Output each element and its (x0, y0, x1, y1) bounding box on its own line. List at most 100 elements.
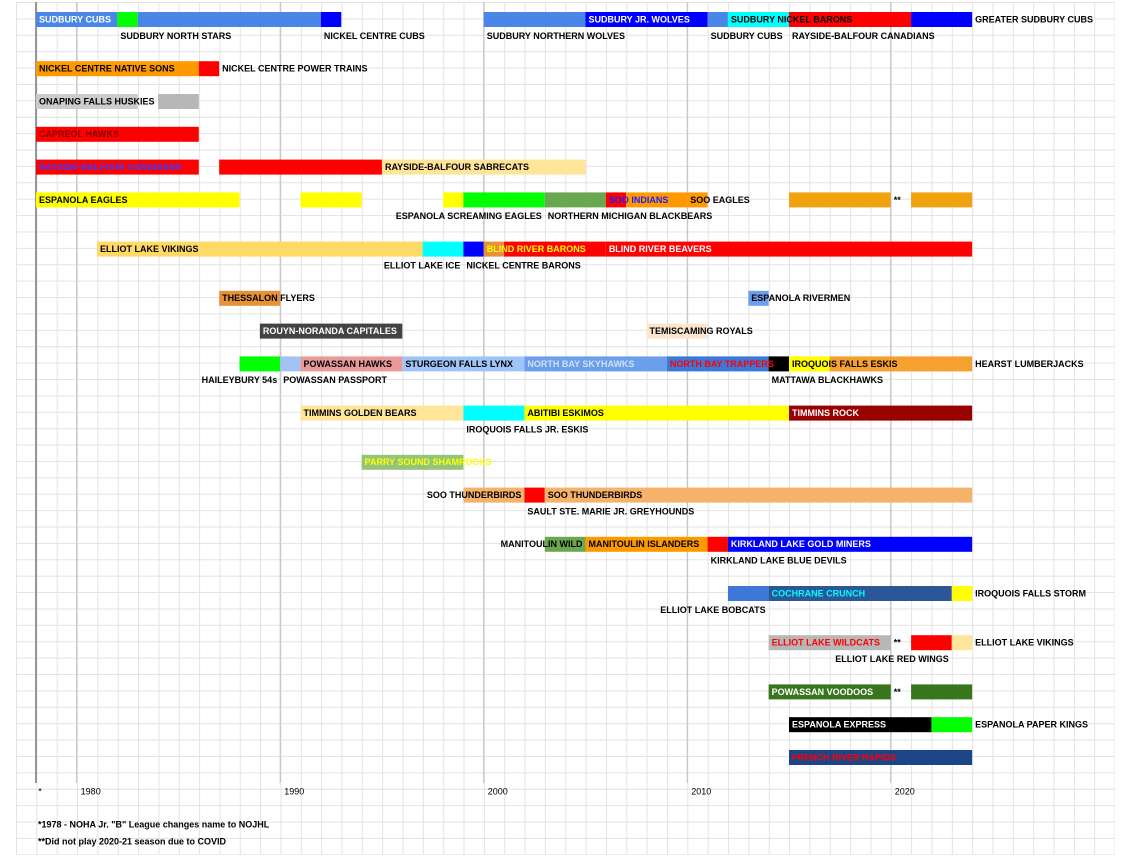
team-bar (788, 750, 973, 765)
team-label: RAYSIDE-BALFOUR SABRECATS (385, 162, 529, 172)
team-label: NICKEL CENTRE BARONS (466, 260, 580, 270)
team-label: NORTH BAY SKYHAWKS (527, 359, 634, 369)
team-label: ONAPING FALLS HUSKIES (39, 96, 155, 106)
team-bar (605, 192, 627, 208)
team-bar (463, 487, 525, 503)
team-bar (666, 356, 769, 372)
team-label: KIRKLAND LAKE BLUE DEVILS (711, 556, 847, 566)
team-bar (117, 12, 138, 27)
team-label: STURGEON FALLS LYNX (405, 359, 513, 369)
team-label: SOO THUNDERBIRDS (548, 490, 643, 500)
team-label: HAILEYBURY 54s (202, 375, 278, 385)
team-label: NORTH BAY TRAPPERS (670, 359, 774, 369)
team-label: RAYSIDE-BALFOUR CANADIANS (792, 31, 935, 41)
team-label: FRENCH RIVER RAPIDS (792, 752, 896, 762)
team-label: NICKEL CENTRE CUBS (324, 31, 425, 41)
team-label: BLIND RIVER BEAVERS (609, 244, 712, 254)
team-bar (36, 12, 118, 27)
team-label: THESSALON FLYERS (222, 293, 315, 303)
team-label: PARRY SOUND SHAMROCKS (365, 457, 492, 467)
team-bar (646, 323, 708, 339)
team-label: GREATER SUDBURY CUBS (975, 14, 1093, 24)
team-bar (524, 487, 545, 503)
team-label: ESPANOLA SCREAMING EAGLES (396, 211, 542, 221)
team-label: SUDBURY CUBS (711, 31, 783, 41)
x-tick-label: 2000 (488, 786, 508, 796)
team-bar (951, 635, 973, 651)
team-label: TIMMINS GOLDEN BEARS (304, 408, 417, 418)
team-label: NICKEL CENTRE NATIVE SONS (39, 64, 175, 74)
team-bar (504, 241, 606, 257)
team-bar (788, 12, 912, 27)
team-label: HEARST LUMBERJACKS (975, 359, 1084, 369)
team-label: ** (894, 638, 902, 648)
team-label: CAPREOL HAWKS (39, 129, 119, 139)
team-label: SOO THUNDERBIRDS (427, 490, 522, 500)
team-bar (300, 356, 403, 372)
team-bar (36, 94, 138, 109)
team-bar (463, 405, 525, 421)
team-label: SUDBURY CUBS (39, 14, 111, 24)
team-label: TIMMINS ROCK (792, 408, 859, 418)
team-bar (727, 12, 789, 27)
team-bar (158, 94, 199, 109)
team-label: SUDBURY JR. WOLVES (588, 14, 689, 24)
team-bar (483, 12, 586, 27)
team-label: ESPANOLA RIVERMEN (751, 293, 850, 303)
team-label: IROQUOIS FALLS STORM (975, 588, 1086, 598)
team-bar (36, 61, 199, 77)
team-bar (768, 684, 891, 700)
team-label: BLIND RIVER BARONS (487, 244, 586, 254)
team-bar (422, 241, 464, 257)
team-bar (483, 241, 505, 257)
team-bar (36, 192, 240, 208)
team-label: MANITOULIN WILD (501, 539, 583, 549)
team-label: ELLIOT LAKE ICE (384, 260, 461, 270)
team-label: ** (894, 687, 902, 697)
team-bar (402, 356, 525, 372)
team-bar (707, 536, 728, 552)
team-bar (198, 61, 220, 77)
team-label: TEMISCAMING ROYALS (650, 326, 753, 336)
team-label: MATTAWA BLACKHAWKS (772, 375, 883, 385)
team-bar (585, 12, 708, 27)
team-bar (626, 192, 688, 208)
x-tick-label: 2010 (691, 786, 711, 796)
team-bar (544, 192, 606, 208)
team-bar (911, 12, 973, 27)
footnote: **Did not play 2020-21 season due to COV… (38, 836, 227, 846)
team-label: SOO INDIANS (609, 195, 669, 205)
team-label: POWASSAN HAWKS (304, 359, 393, 369)
team-bar (911, 684, 973, 700)
team-label: SUDBURY NORTHERN WOLVES (487, 31, 625, 41)
team-bar (788, 356, 830, 372)
footnote: *1978 - NOHA Jr. "B" League changes name… (38, 819, 270, 829)
team-bar (829, 356, 973, 372)
team-bar (443, 192, 464, 208)
team-label: POWASSAN VOODOOS (772, 687, 874, 697)
team-bar (911, 635, 952, 651)
team-bar (727, 586, 769, 601)
team-bar (788, 192, 891, 208)
team-label: ELLIOT LAKE RED WINGS (835, 654, 949, 664)
x-tick-label: 1990 (284, 786, 304, 796)
team-bar (36, 126, 199, 142)
x-tick-label: 1980 (81, 786, 101, 796)
team-bar (544, 487, 973, 503)
team-bar (239, 356, 281, 372)
team-bar (463, 241, 484, 257)
team-bar (524, 405, 789, 421)
team-bar (219, 159, 382, 175)
sheet-grid (15, 2, 1115, 855)
team-bar (381, 159, 586, 175)
team-bar (748, 290, 769, 306)
team-bar (97, 241, 423, 257)
team-bar (768, 586, 952, 601)
team-label: MANITOULIN ISLANDERS (588, 539, 699, 549)
team-label: ROUYN-NORANDA CAPITALES (263, 326, 397, 336)
team-label: ESPANOLA EAGLES (39, 195, 128, 205)
team-bar (788, 405, 973, 421)
team-bar (300, 405, 464, 421)
team-bar (137, 12, 321, 27)
